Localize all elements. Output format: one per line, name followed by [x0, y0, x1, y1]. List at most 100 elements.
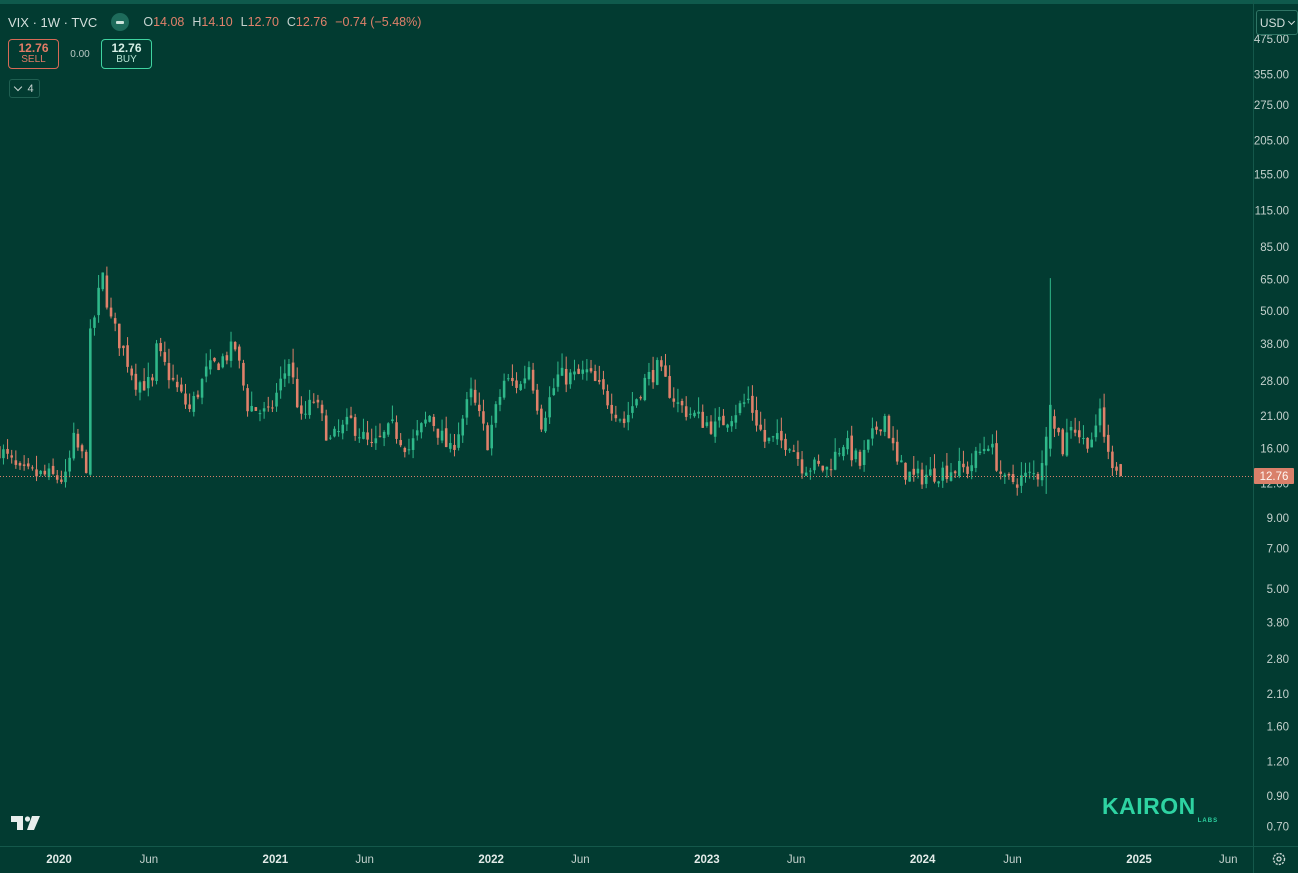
- tradingview-logo-icon[interactable]: [11, 814, 43, 837]
- time-tick-label: 2025: [1126, 854, 1152, 866]
- sell-button[interactable]: 12.76 SELL: [8, 39, 59, 69]
- candle: [573, 359, 576, 381]
- candle: [308, 389, 311, 419]
- candle: [126, 337, 129, 373]
- candle-body: [763, 429, 767, 442]
- candle: [64, 459, 67, 488]
- time-tick-label: 2023: [694, 854, 720, 866]
- candle: [461, 414, 465, 443]
- symbol-title[interactable]: VIX · 1W · TVC: [8, 14, 98, 30]
- candle: [80, 443, 84, 459]
- candle-body: [271, 407, 274, 409]
- indicators-count: 4: [27, 82, 34, 95]
- candle-body: [941, 467, 945, 481]
- time-tick-label: Jun: [571, 854, 590, 866]
- candle: [134, 363, 138, 396]
- candle: [246, 384, 249, 417]
- candle: [684, 396, 688, 421]
- candle-body: [221, 356, 225, 368]
- candle: [300, 396, 303, 420]
- candle: [324, 409, 328, 441]
- candle: [101, 272, 105, 292]
- minus-icon[interactable]: [111, 13, 130, 31]
- settings-gear-icon[interactable]: [1268, 849, 1290, 869]
- candle: [457, 422, 460, 451]
- candle-body: [759, 424, 762, 430]
- price-tick-label: 355.00: [1254, 69, 1289, 81]
- candle: [999, 460, 1002, 480]
- candle: [937, 480, 940, 488]
- candle-body: [399, 440, 402, 446]
- candle: [780, 417, 783, 449]
- time-tick-label: 2022: [478, 854, 504, 866]
- candle: [813, 457, 816, 474]
- candle-body: [875, 426, 878, 430]
- candle: [598, 365, 601, 385]
- candle-body: [891, 437, 895, 444]
- candle-body: [43, 470, 47, 475]
- candle: [105, 266, 109, 310]
- candle-body: [453, 444, 456, 450]
- candle: [523, 365, 527, 389]
- candle: [109, 297, 113, 319]
- candle-body: [697, 411, 700, 414]
- candle-body: [262, 408, 266, 412]
- candle-body: [478, 404, 481, 412]
- candle: [349, 406, 353, 419]
- candle: [838, 447, 841, 457]
- candle-body: [1011, 474, 1015, 482]
- candle-body: [196, 394, 200, 398]
- last-price-label: 12.76: [1260, 471, 1289, 483]
- candle: [622, 411, 626, 428]
- candle: [196, 390, 200, 400]
- candle: [262, 401, 266, 419]
- candle-body: [1073, 429, 1077, 433]
- candle-body: [482, 411, 485, 424]
- candle-body: [978, 451, 982, 454]
- candle: [175, 374, 179, 392]
- candle-body: [1094, 425, 1098, 438]
- buy-button[interactable]: 12.76 BUY: [101, 39, 152, 69]
- candle-body: [428, 415, 431, 422]
- candle: [970, 453, 973, 480]
- candle-body: [871, 428, 874, 439]
- candle-body: [548, 397, 551, 418]
- candle: [407, 438, 411, 455]
- candle: [386, 422, 390, 437]
- candle: [581, 360, 585, 380]
- candle: [358, 428, 361, 443]
- candle-body: [1065, 432, 1069, 456]
- candle: [366, 420, 369, 446]
- candle-body: [577, 368, 580, 374]
- candle: [84, 449, 88, 474]
- candle: [242, 359, 245, 391]
- candle-body: [126, 345, 129, 367]
- candle-body: [771, 436, 775, 438]
- candle: [490, 415, 493, 456]
- candle: [746, 386, 750, 404]
- candle-body: [953, 471, 957, 474]
- candle: [755, 396, 758, 432]
- candle: [337, 419, 340, 437]
- spread-value: 0.00: [70, 48, 90, 60]
- indicators-toggle[interactable]: 4: [9, 79, 40, 98]
- candle: [93, 315, 96, 336]
- candle: [842, 444, 845, 461]
- currency-select[interactable]: USD: [1256, 10, 1298, 35]
- candle-body: [742, 402, 746, 404]
- candle: [564, 356, 568, 393]
- candle-body: [349, 415, 353, 418]
- candle: [378, 423, 382, 438]
- candle-body: [14, 460, 18, 465]
- candle: [833, 438, 837, 471]
- candle: [271, 400, 274, 413]
- candle-body: [345, 416, 349, 425]
- price-tick-label: 0.90: [1267, 791, 1289, 803]
- candle: [953, 470, 957, 478]
- candle-body: [490, 424, 493, 449]
- candle: [233, 341, 237, 352]
- candle-body: [391, 419, 394, 422]
- candle: [151, 373, 154, 387]
- candle-body: [1106, 434, 1110, 452]
